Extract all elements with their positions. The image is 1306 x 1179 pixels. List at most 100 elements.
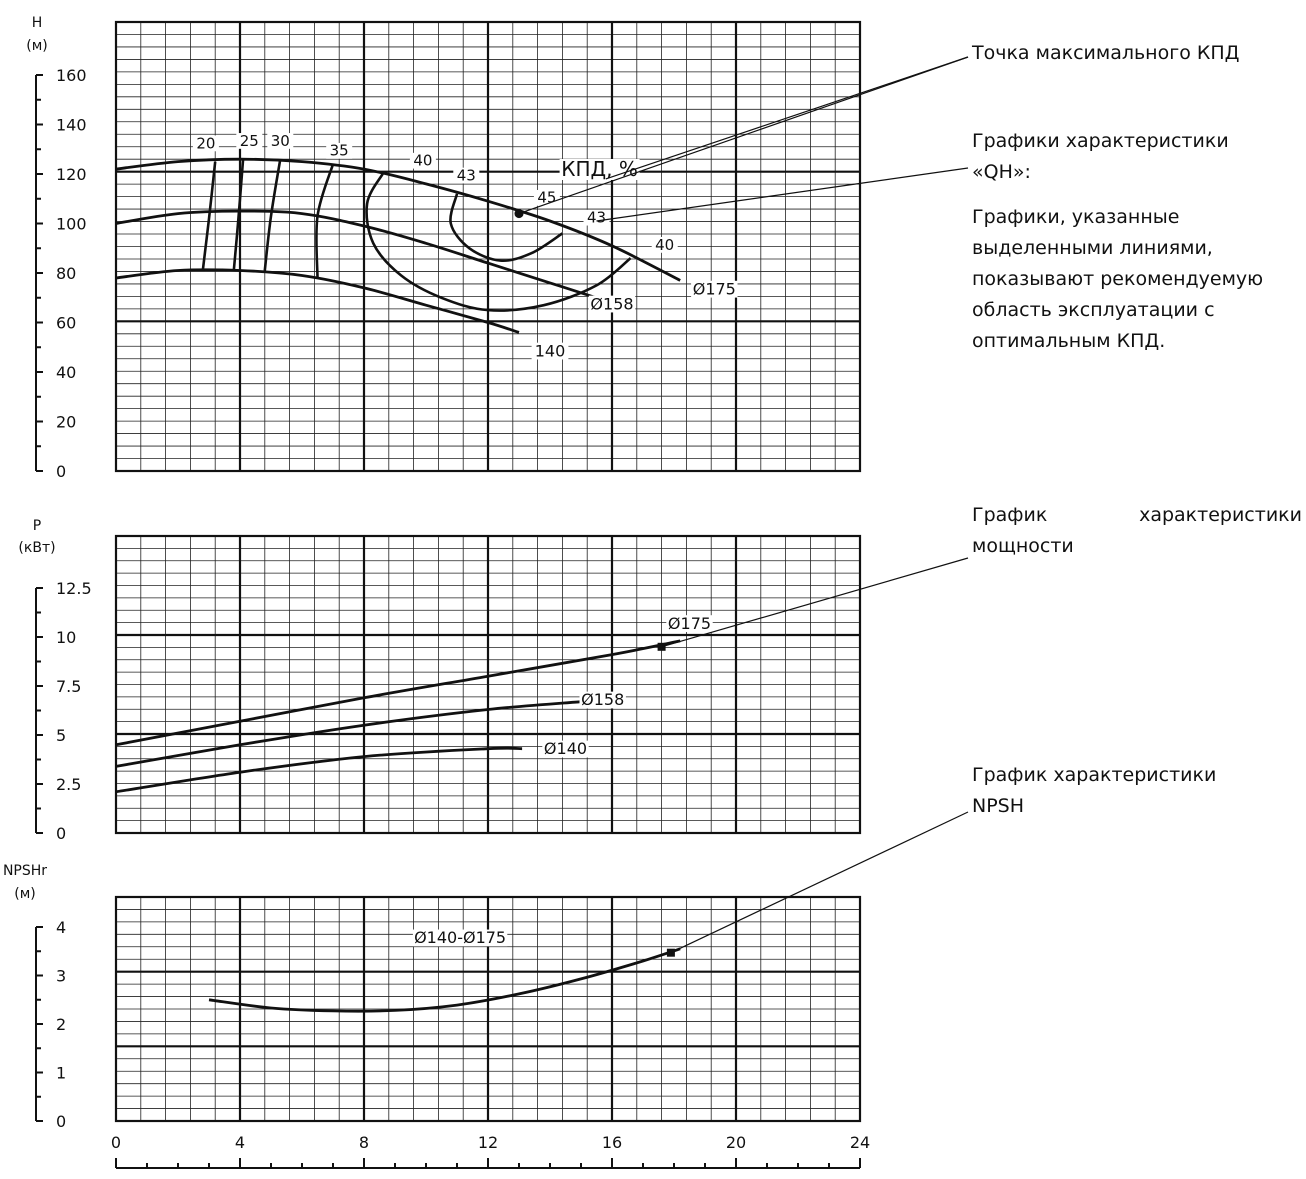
x-tick-label: 12 xyxy=(478,1133,498,1152)
annotation-npsh: График характеристики NPSH xyxy=(972,760,1216,822)
y-tick-label: 60 xyxy=(56,314,76,333)
npsh-panel: 0 1 2 3 4 NPSHr (м) Ø140-Ø175 xyxy=(3,863,862,1131)
y-axis-unit: (м) xyxy=(26,38,48,54)
annotation-qh-desc-5: оптимальным КПД. xyxy=(972,330,1166,352)
x-tick-label: 0 xyxy=(111,1133,121,1152)
efficiency-curve-40 xyxy=(365,173,632,312)
efficiency-curve-25 xyxy=(232,159,245,271)
y-tick-label: 80 xyxy=(56,264,76,283)
annotation-qh-desc-1: Графики, указанные xyxy=(972,206,1180,228)
y-tick-label: 120 xyxy=(56,165,87,184)
x-tick-label: 24 xyxy=(850,1133,870,1152)
y-tick-label: 40 xyxy=(56,363,76,382)
npsh-curve-label-bg xyxy=(412,929,508,947)
power-curve-label: Ø175 xyxy=(668,614,711,633)
leader-max-efficiency xyxy=(518,56,969,215)
y-tick-label: 2 xyxy=(56,1015,66,1034)
efficiency-curve-30 xyxy=(263,158,282,271)
annotation-qh-title-1: Графики характеристики xyxy=(972,130,1229,152)
y-tick-label: 140 xyxy=(56,116,87,135)
x-tick-label: 20 xyxy=(726,1133,746,1152)
power-curve-label-bg xyxy=(542,740,589,758)
plot-frame xyxy=(114,895,862,1123)
y-tick-label: 2.5 xyxy=(56,775,81,794)
power-curve-label: Ø140 xyxy=(544,739,587,758)
power-panel: 0 2.5 5 7.5 10 12.5 P (кВт) Ø175 Ø158 Ø140 xyxy=(18,518,862,843)
leader-lines xyxy=(518,56,969,954)
y-tick-label: 0 xyxy=(56,1112,66,1131)
power-curve-Ø140 xyxy=(115,746,523,794)
annotation-npsh-1: График характеристики xyxy=(972,764,1217,786)
efficiency-curve-43 xyxy=(449,193,564,262)
qh-curve-140 xyxy=(115,268,520,334)
efficiency-label: 43 xyxy=(587,209,606,227)
power-curve-label: Ø158 xyxy=(581,690,624,709)
efficiency-label-bg xyxy=(326,142,353,159)
efficiency-label-bg xyxy=(409,152,436,169)
y-axis-title: NPSHr xyxy=(3,863,47,879)
annotation-qh: Графики характеристики «QH»: Графики, ук… xyxy=(972,126,1302,357)
y-tick-label: 12.5 xyxy=(56,579,92,598)
qh-curve-label: Ø175 xyxy=(693,279,736,298)
qh-curve-label: 140 xyxy=(535,341,566,360)
qh-curve-label-bg xyxy=(531,342,569,360)
leader-power xyxy=(661,557,969,648)
y-tick-label: 4 xyxy=(56,918,66,937)
npsh-curve-label: Ø140-Ø175 xyxy=(414,928,506,947)
efficiency-label: 20 xyxy=(196,134,215,152)
y-axis-unit: (м) xyxy=(14,886,36,902)
efficiency-label: 40 xyxy=(655,236,674,254)
x-tick-label: 8 xyxy=(359,1133,369,1152)
y-tick-label: 7.5 xyxy=(56,677,81,696)
x-tick-label: 4 xyxy=(235,1133,245,1152)
annotation-qh-desc-3: показывают рекомендуемую xyxy=(972,268,1264,290)
leader-npsh xyxy=(670,811,969,954)
y-tick-label: 100 xyxy=(56,215,87,234)
efficiency-label-bg xyxy=(192,135,219,152)
efficiency-label-bg xyxy=(453,167,480,184)
qh-curve-label: Ø158 xyxy=(590,294,633,313)
power-curve-label-bg xyxy=(666,615,713,632)
annotation-qh-desc-2: выделенными линиями, xyxy=(972,237,1213,259)
efficiency-title: КПД, % xyxy=(561,157,638,181)
efficiency-label-bg xyxy=(267,133,294,149)
annotation-npsh-2: NPSH xyxy=(972,795,1025,817)
efficiency-curve-20 xyxy=(201,161,217,271)
y-axis-unit: (кВт) xyxy=(18,540,55,556)
efficiency-label: 25 xyxy=(240,132,259,150)
efficiency-label-bg xyxy=(651,237,678,253)
power-curve-label-bg xyxy=(579,691,626,709)
plot-frame xyxy=(114,20,862,473)
annotation-power: График характеристики мощности xyxy=(972,500,1302,562)
y-tick-label: 20 xyxy=(56,413,76,432)
y-tick-label: 3 xyxy=(56,967,66,986)
y-tick-label: 0 xyxy=(56,462,66,481)
leader-kpd-title xyxy=(605,56,969,180)
annotation-max-efficiency: Точка максимального КПД xyxy=(972,42,1240,64)
qh-curve-label-bg xyxy=(691,280,738,298)
annotation-power-word: График xyxy=(972,504,1048,526)
qh-curve-Ø175 xyxy=(115,157,681,282)
y-tick-label: 160 xyxy=(56,66,87,85)
y-tick-label: 0 xyxy=(56,824,66,843)
annotation-qh-desc-4: область эксплуатации с xyxy=(972,299,1215,321)
y-axis-title: P xyxy=(33,518,41,534)
efficiency-label-bg xyxy=(583,209,610,226)
efficiency-curve-35 xyxy=(315,163,335,279)
y-tick-label: 1 xyxy=(56,1064,66,1083)
efficiency-label: 30 xyxy=(271,132,290,150)
npsh-curve xyxy=(208,947,681,1013)
annotation-power-2: мощности xyxy=(972,535,1074,557)
power-curve-Ø175 xyxy=(115,639,681,747)
x-tick-label: 16 xyxy=(602,1133,622,1152)
qh-curve-label-bg xyxy=(588,295,636,313)
power-curve-Ø158 xyxy=(115,700,582,768)
annotation-qh-title-2: «QH»: xyxy=(972,161,1031,183)
efficiency-label: 43 xyxy=(457,166,476,184)
efficiency-label: 40 xyxy=(413,152,432,170)
x-axis: 0 4 8 12 16 20 24 xyxy=(111,1133,870,1169)
annotation-power-word-2: характеристики xyxy=(1139,504,1302,526)
y-axis-title: H xyxy=(32,15,43,31)
